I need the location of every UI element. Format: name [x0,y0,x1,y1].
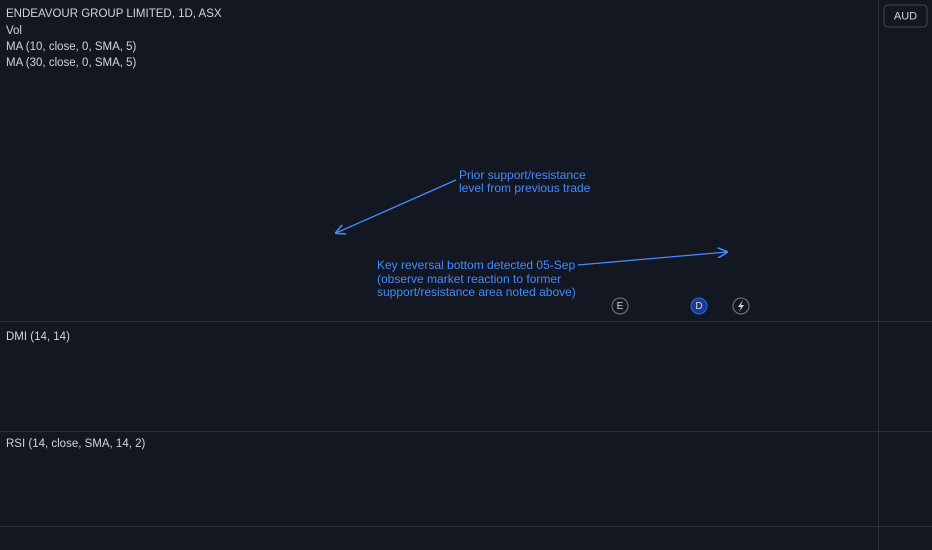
event-label: D [695,301,702,312]
event-label: E [617,301,624,312]
annotation-arrow [577,252,727,266]
currency-button[interactable]: AUD [883,4,928,28]
earnings-marker[interactable]: E [611,297,629,315]
indicator-legend: RSI (14, close, SMA, 14, 2) [6,438,146,450]
annotation-text: support/resistance area noted above) [377,285,576,299]
annotation-text: (observe market reaction to former [377,272,561,286]
news-marker[interactable] [732,297,750,315]
indicator-legend: MA (30, close, 0, SMA, 5) [6,57,137,69]
symbol-title: ENDEAVOUR GROUP LIMITED, 1D, ASX [6,8,222,20]
indicator-legend: DMI (14, 14) [6,331,70,343]
indicator-legend: MA (10, close, 0, SMA, 5) [6,41,137,53]
currency-label: AUD [894,10,917,22]
annotation-text: Prior support/resistance [459,168,586,182]
annotation-text: level from previous trade [459,181,591,195]
annotation-text: Key reversal bottom detected 05-Sep [377,258,575,272]
dividend-marker[interactable]: D [690,297,708,315]
annotation-arrow [336,179,457,233]
lightning-icon [738,300,744,312]
indicator-legend: Vol [6,25,22,37]
